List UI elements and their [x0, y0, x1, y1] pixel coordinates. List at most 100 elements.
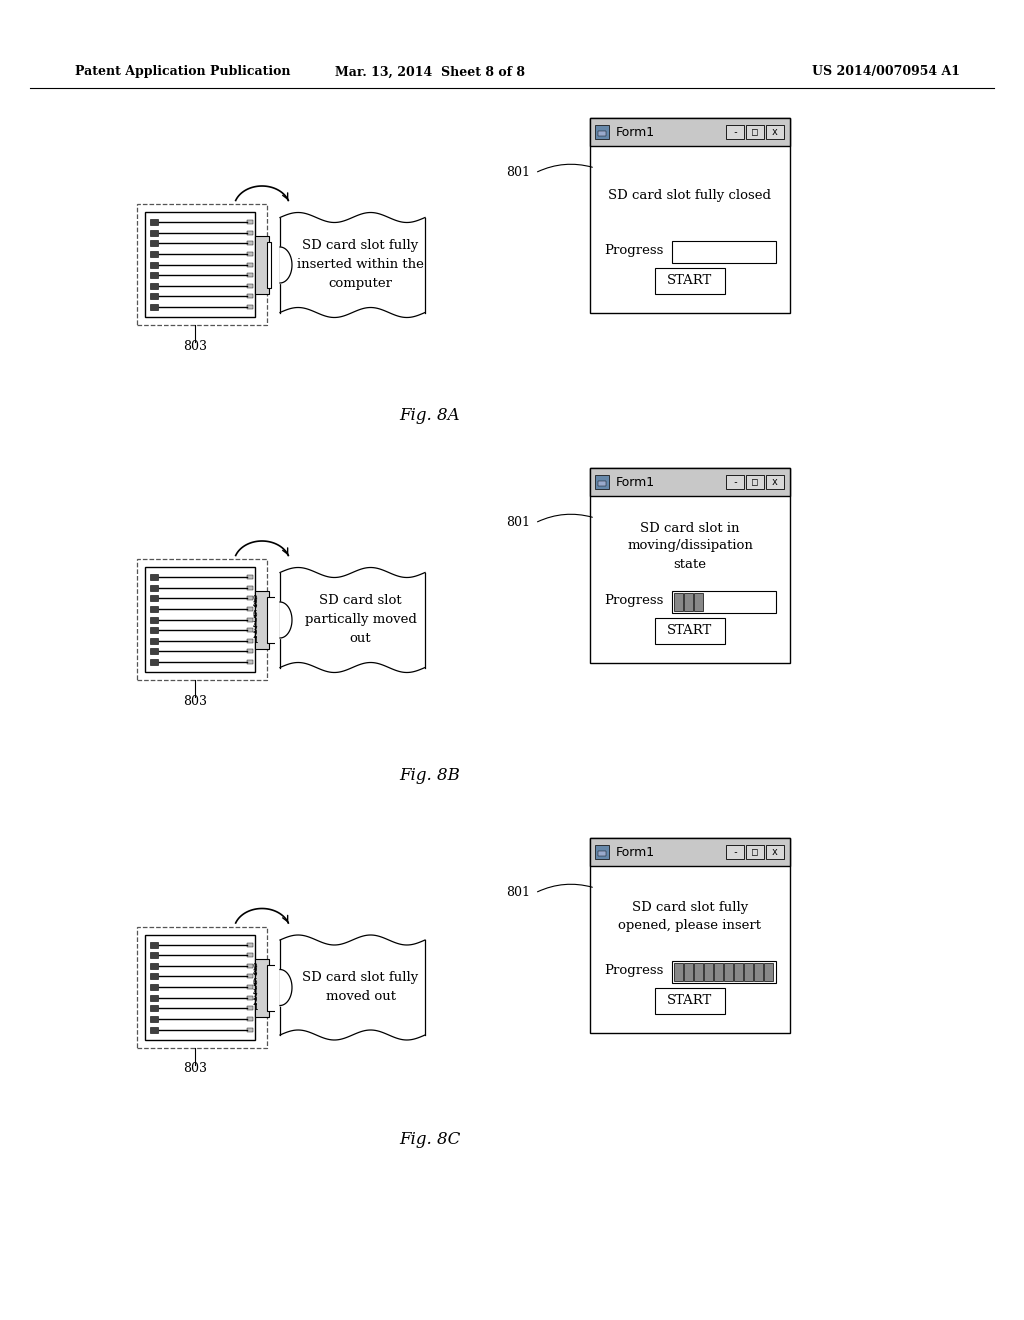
- Bar: [247, 1016, 253, 1020]
- Bar: [595, 475, 609, 488]
- Bar: [247, 1006, 253, 1010]
- Text: Progress: Progress: [604, 594, 664, 607]
- Bar: [255, 236, 269, 294]
- Bar: [150, 230, 158, 236]
- Text: 1: 1: [253, 636, 257, 645]
- Text: 801: 801: [506, 516, 530, 529]
- Text: 2: 2: [253, 998, 257, 1007]
- Bar: [590, 469, 790, 496]
- Bar: [590, 838, 790, 1034]
- Bar: [674, 962, 683, 981]
- Bar: [150, 638, 158, 644]
- Bar: [150, 595, 158, 601]
- Bar: [674, 593, 683, 611]
- Bar: [247, 974, 253, 978]
- Bar: [247, 639, 253, 643]
- Bar: [598, 851, 606, 855]
- Bar: [150, 240, 158, 247]
- Bar: [137, 558, 267, 680]
- Text: Patent Application Publication: Patent Application Publication: [75, 66, 291, 78]
- Bar: [247, 263, 253, 267]
- Text: Fig. 8B: Fig. 8B: [399, 767, 461, 784]
- Text: START: START: [668, 994, 713, 1007]
- Text: 3: 3: [253, 626, 257, 635]
- Bar: [150, 659, 158, 665]
- Bar: [247, 985, 253, 989]
- Text: 3: 3: [253, 993, 257, 1002]
- Bar: [267, 965, 410, 1011]
- Text: SD card slot fully
moved out: SD card slot fully moved out: [302, 972, 419, 1003]
- Bar: [766, 125, 784, 139]
- Bar: [655, 987, 725, 1014]
- Text: 6: 6: [253, 610, 257, 619]
- Text: 801: 801: [506, 887, 530, 899]
- Text: Fig. 8C: Fig. 8C: [399, 1131, 461, 1148]
- Bar: [672, 961, 776, 982]
- Bar: [746, 845, 764, 859]
- Bar: [150, 261, 158, 268]
- Text: 1: 1: [253, 1003, 257, 1012]
- Bar: [247, 649, 253, 653]
- Bar: [247, 252, 253, 256]
- FancyBboxPatch shape: [275, 935, 430, 1040]
- Bar: [150, 627, 158, 634]
- Bar: [744, 962, 753, 981]
- Text: x: x: [772, 477, 778, 487]
- Bar: [150, 219, 158, 224]
- Bar: [150, 282, 158, 289]
- Bar: [694, 962, 703, 981]
- Bar: [150, 251, 158, 257]
- Bar: [598, 480, 606, 486]
- Text: Progress: Progress: [604, 964, 664, 977]
- Bar: [714, 962, 723, 981]
- Text: -: -: [732, 847, 738, 857]
- Bar: [590, 469, 790, 663]
- Text: 7: 7: [253, 606, 257, 614]
- Bar: [137, 205, 267, 325]
- Bar: [590, 838, 790, 866]
- Text: -: -: [732, 477, 738, 487]
- Text: 9: 9: [253, 595, 257, 605]
- Text: 2: 2: [253, 631, 257, 640]
- Text: 5: 5: [253, 983, 257, 993]
- Bar: [145, 568, 255, 672]
- Bar: [595, 845, 609, 859]
- Text: 803: 803: [183, 696, 207, 708]
- Text: Fig. 8A: Fig. 8A: [399, 407, 461, 424]
- Bar: [247, 964, 253, 968]
- Text: SD card slot fully
opened, please insert: SD card slot fully opened, please insert: [618, 900, 762, 932]
- Bar: [150, 941, 158, 948]
- Bar: [247, 628, 253, 632]
- Bar: [590, 117, 790, 313]
- Text: 4: 4: [253, 620, 257, 630]
- Text: Form1: Form1: [616, 475, 655, 488]
- Bar: [684, 962, 693, 981]
- Bar: [672, 590, 776, 612]
- Bar: [247, 220, 253, 224]
- Text: -: -: [732, 127, 738, 137]
- Bar: [150, 1006, 158, 1011]
- Bar: [598, 131, 606, 136]
- Bar: [726, 845, 744, 859]
- Bar: [247, 618, 253, 622]
- Bar: [655, 618, 725, 644]
- Bar: [247, 284, 253, 288]
- Text: Form1: Form1: [616, 125, 655, 139]
- Bar: [247, 660, 253, 664]
- Bar: [267, 597, 343, 643]
- FancyBboxPatch shape: [275, 568, 430, 672]
- Bar: [694, 593, 703, 611]
- Text: US 2014/0070954 A1: US 2014/0070954 A1: [812, 66, 961, 78]
- Text: 8: 8: [253, 968, 257, 977]
- Bar: [590, 117, 790, 147]
- Text: 803: 803: [183, 341, 207, 352]
- Text: 8: 8: [253, 601, 257, 609]
- Bar: [595, 125, 609, 139]
- Bar: [247, 1027, 253, 1031]
- Bar: [684, 593, 693, 611]
- Bar: [150, 272, 158, 279]
- Text: 5: 5: [253, 615, 257, 624]
- Bar: [145, 935, 255, 1040]
- Bar: [150, 616, 158, 623]
- Text: Progress: Progress: [604, 244, 664, 257]
